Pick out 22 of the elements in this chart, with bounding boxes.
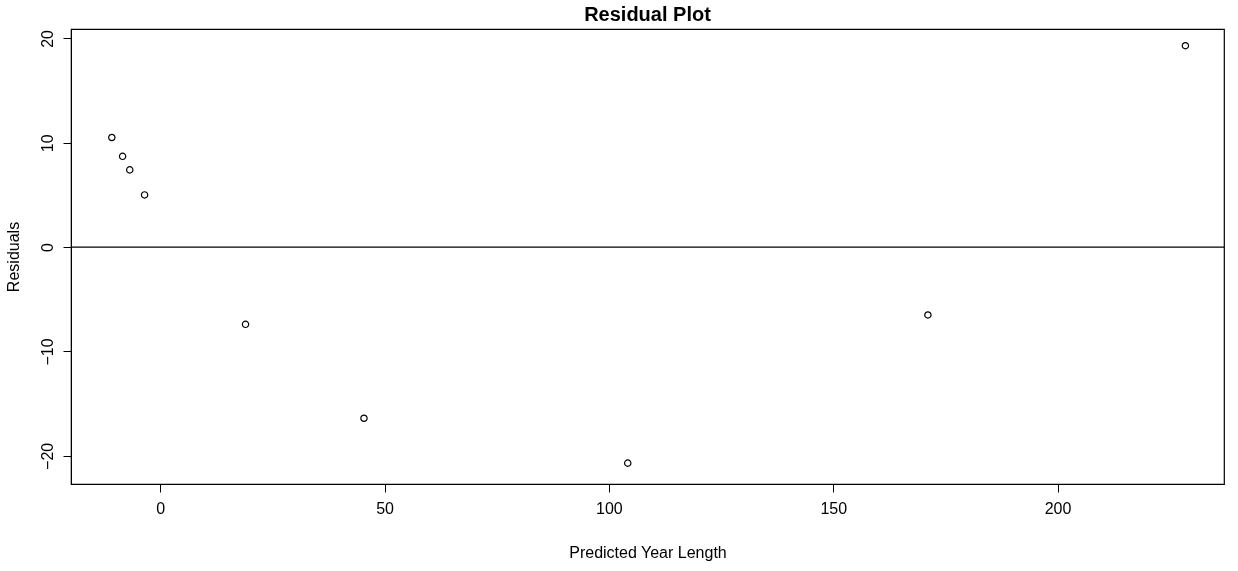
chart-title: Residual Plot [584,3,712,25]
x-tick-label: 200 [1044,499,1072,517]
point [140,191,149,199]
point [108,133,116,142]
x-tick-label: 150 [820,499,848,517]
y-tick-label: −20 [38,442,56,470]
point [624,459,632,467]
y-tick-label: −10 [38,338,56,366]
point [924,311,932,319]
point [126,166,134,174]
point [1181,41,1190,50]
x-tick-label: 50 [376,499,395,517]
y-tick-label: 0 [38,243,56,253]
point [241,320,250,329]
x-axis-title: Predicted Year Length [569,543,727,561]
y-axis-title: Residuals [4,221,22,293]
point [360,414,368,423]
y-tick-label: 10 [38,134,56,153]
y-tick-label: 20 [38,29,56,48]
x-tick-label: 100 [596,499,623,517]
x-tick-label: 0 [156,499,166,517]
point [118,152,127,161]
